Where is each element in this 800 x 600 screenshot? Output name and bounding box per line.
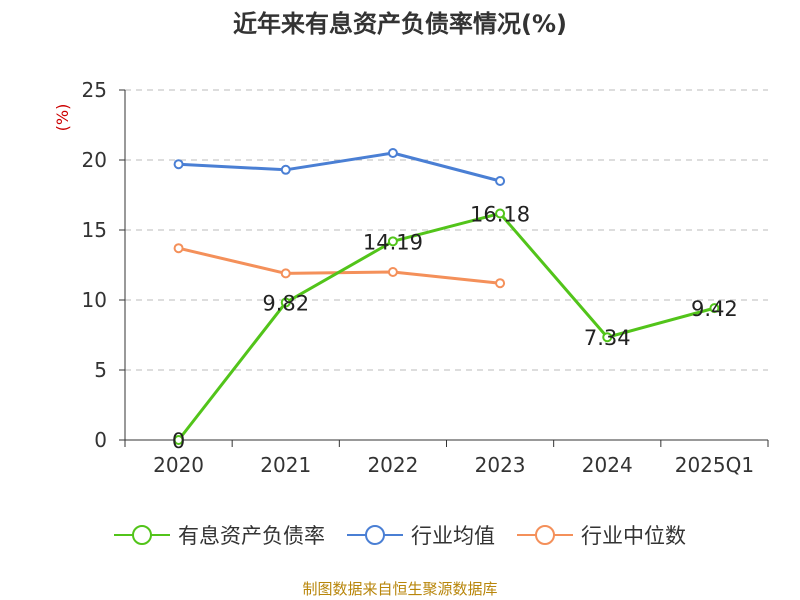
legend-marker-blue-icon [347, 525, 403, 545]
data-point-series-2 [173, 243, 184, 254]
x-tick-label: 2025Q1 [675, 453, 754, 477]
data-label: 0 [172, 429, 185, 453]
data-label: 9.82 [262, 292, 309, 316]
data-point-series-0 [495, 208, 506, 219]
x-tick-label: 2023 [475, 453, 526, 477]
x-tick-label: 2024 [582, 453, 633, 477]
data-label: 9.42 [691, 297, 738, 321]
data-point-series-0 [173, 435, 184, 445]
data-point-series-2 [495, 278, 506, 289]
series-line-0 [177, 211, 715, 441]
y-tick-label: 5 [94, 358, 107, 382]
data-label: 16.18 [470, 202, 530, 226]
y-axis-label: (%) [53, 104, 72, 132]
data-point-series-0 [709, 303, 720, 314]
y-tick-label: 10 [82, 288, 107, 312]
data-point-series-1 [387, 148, 398, 158]
y-tick-label: 20 [82, 148, 107, 172]
data-point-series-2 [387, 267, 398, 277]
data-point-series-0 [280, 297, 291, 308]
y-tick-label: 25 [82, 78, 107, 102]
series-line-2 [178, 246, 501, 285]
x-tick-label: 2022 [367, 453, 418, 477]
data-point-series-1 [173, 159, 184, 170]
data-point-series-2 [280, 268, 291, 279]
series-line-1 [178, 151, 501, 183]
x-tick-label: 2021 [260, 453, 311, 477]
data-label: 14.19 [363, 230, 423, 254]
legend-item-industry-mean[interactable]: 行业均值 [347, 520, 495, 550]
data-point-series-0 [387, 236, 398, 247]
legend-marker-green-icon [114, 525, 170, 545]
y-tick-label: 15 [82, 218, 107, 242]
source-note: 制图数据来自恒生聚源数据库 [302, 580, 498, 598]
legend-item-interest-bearing-debt-ratio[interactable]: 有息资产负债率 [114, 520, 325, 550]
legend-label: 有息资产负债率 [178, 524, 325, 548]
x-tick-label: 2020 [153, 453, 204, 477]
y-tick-label: 0 [94, 428, 107, 452]
chart-title: 近年来有息资产负债率情况(%) [233, 10, 567, 38]
legend-label: 行业均值 [411, 524, 495, 548]
legend-label: 行业中位数 [581, 524, 686, 548]
data-point-series-0 [602, 332, 613, 343]
data-label: 7.34 [584, 326, 631, 350]
data-point-series-1 [280, 164, 291, 175]
legend-marker-orange-icon [517, 525, 573, 545]
legend-item-industry-median[interactable]: 行业中位数 [517, 520, 686, 550]
legend: 有息资产负债率 行业均值 行业中位数 [0, 520, 800, 550]
data-point-series-1 [495, 176, 506, 186]
